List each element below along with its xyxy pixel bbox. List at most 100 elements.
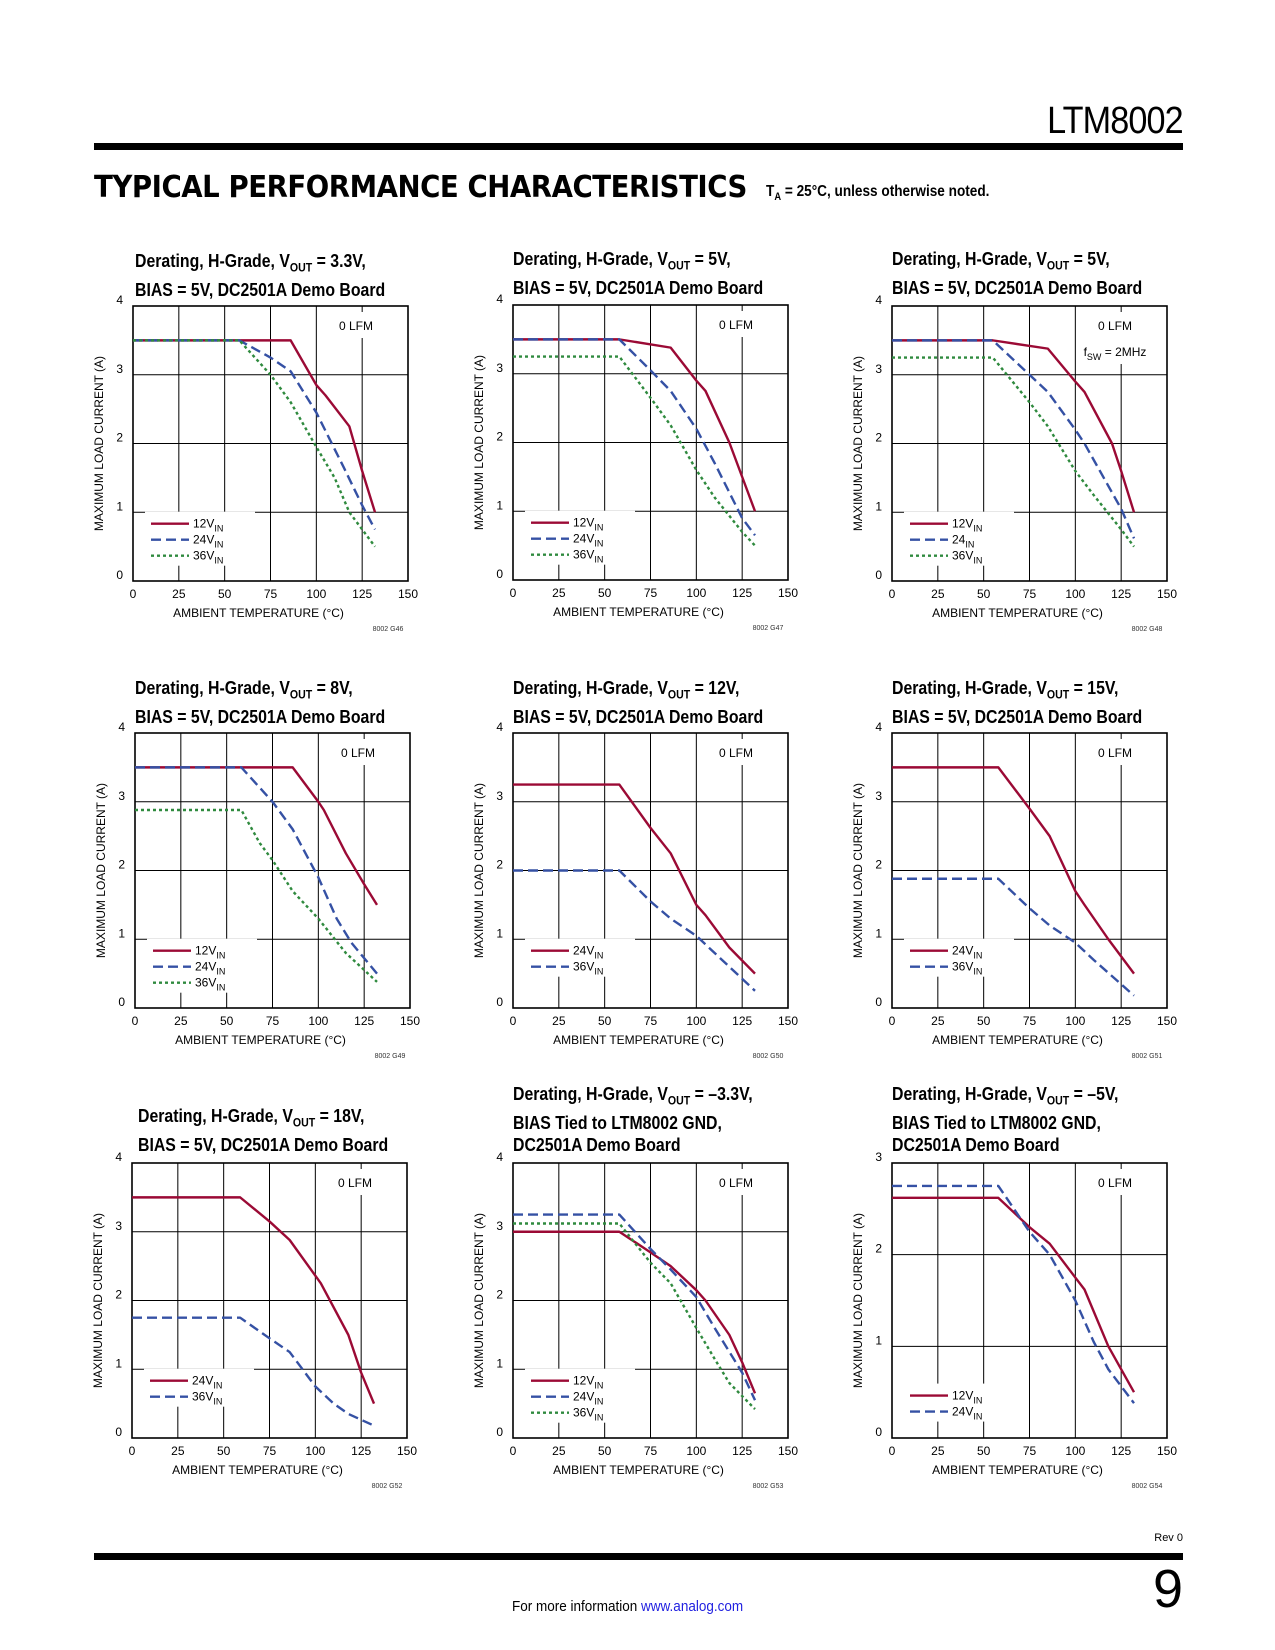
legend-label: 36VIN <box>193 549 223 566</box>
legend-sub: IN <box>973 556 982 566</box>
x-tick-label: 50 <box>977 1444 991 1458</box>
legend-background <box>904 938 1014 977</box>
legend-sub: IN <box>973 1396 982 1406</box>
y-tick-label: 0 <box>496 567 503 581</box>
y-axis-label: MAXIMUM LOAD CURRENT (A) <box>851 783 865 958</box>
x-tick-label: 125 <box>1111 1014 1131 1028</box>
title-sub: OUT <box>667 687 691 702</box>
legend-label: 36VIN <box>573 1406 603 1423</box>
legend-sub: IN <box>213 1381 222 1391</box>
y-tick-label: 3 <box>115 1219 122 1233</box>
x-axis-label: AMBIENT TEMPERATURE (°C) <box>553 1463 724 1477</box>
chart-annotation: 0 LFM <box>338 1176 372 1190</box>
legend-label: 12VIN <box>195 944 225 961</box>
y-tick-label: 4 <box>875 720 882 734</box>
chart-annotation: 0 LFM <box>1098 746 1132 760</box>
legend-name: 36V <box>952 549 973 563</box>
plot-frame <box>132 305 409 582</box>
x-tick-label: 50 <box>598 1444 612 1458</box>
y-axis-label: MAXIMUM LOAD CURRENT (A) <box>472 1213 486 1388</box>
y-tick-label: 1 <box>875 926 882 940</box>
x-axis-label: AMBIENT TEMPERATURE (°C) <box>173 606 344 620</box>
title-pre: Derating, H-Grade, V <box>892 249 1047 269</box>
analog-link[interactable]: www.analog.com <box>641 1598 744 1615</box>
annotation-background <box>698 739 782 765</box>
y-tick-label: 1 <box>115 1356 122 1370</box>
series-line-36v <box>513 869 756 992</box>
chart-annotation: fSW = 2MHz <box>1084 345 1147 362</box>
legend-label: 24VIN <box>952 944 982 961</box>
x-axis-label: AMBIENT TEMPERATURE (°C) <box>175 1033 346 1047</box>
x-tick-label: 150 <box>1157 1014 1177 1028</box>
series-line-24v <box>513 338 756 537</box>
plot-frame <box>512 732 789 1009</box>
legend-label: 36VIN <box>195 976 225 993</box>
annotation-background <box>1077 739 1161 765</box>
annotation-background <box>317 1169 401 1195</box>
x-tick-label: 100 <box>308 1014 328 1028</box>
annotation-background <box>1077 312 1161 364</box>
conditions-prefix: T <box>766 183 775 200</box>
section-title: TYPICAL PERFORMANCE CHARACTERISTICS <box>94 170 747 205</box>
y-tick-label: 1 <box>496 1356 503 1370</box>
chart-title: Derating, H-Grade, VOUT = 8V, BIAS = 5V, … <box>135 677 385 728</box>
chart-annotation: 0 LFM <box>1098 1176 1132 1190</box>
plot-frame <box>131 1162 408 1439</box>
x-axis-label: AMBIENT TEMPERATURE (°C) <box>553 605 724 619</box>
x-tick-label: 25 <box>552 586 566 600</box>
y-tick-label: 1 <box>496 926 503 940</box>
y-tick-label: 3 <box>118 789 125 803</box>
chart-title-line1: Derating, H-Grade, VOUT = 5V, <box>892 248 1142 277</box>
y-tick-label: 0 <box>875 995 882 1009</box>
title-sub: OUT <box>1046 258 1070 273</box>
legend-sub: IN <box>214 524 223 534</box>
part-number: LTM8002 <box>1047 100 1184 142</box>
series-line-36v <box>132 1316 375 1427</box>
x-tick-label: 100 <box>1065 1444 1085 1458</box>
legend-label: 36VIN <box>573 548 603 565</box>
x-tick-label: 50 <box>977 587 991 601</box>
title-sub: OUT <box>289 260 313 275</box>
series-line-12v <box>513 1230 757 1394</box>
top-rule <box>94 143 1183 150</box>
legend-background <box>525 1368 635 1423</box>
x-tick-label: 0 <box>129 1444 136 1458</box>
legend-name: 12V <box>952 517 973 531</box>
x-tick-label: 50 <box>598 586 612 600</box>
y-tick-label: 1 <box>116 499 123 513</box>
x-axis-label: AMBIENT TEMPERATURE (°C) <box>172 1463 343 1477</box>
annotation-background <box>320 739 404 765</box>
x-axis-label: AMBIENT TEMPERATURE (°C) <box>932 606 1103 620</box>
chart-annotation: 0 LFM <box>1098 319 1132 333</box>
legend-label: 24IN <box>952 533 974 550</box>
chart-annotation: 0 LFM <box>719 318 753 332</box>
chart-title: Derating, H-Grade, VOUT = 12V, BIAS = 5V,… <box>513 677 763 728</box>
legend-sub: IN <box>973 967 982 977</box>
y-axis-label: MAXIMUM LOAD CURRENT (A) <box>91 1213 105 1388</box>
legend-name: 12V <box>573 1374 594 1388</box>
series-line-36v <box>133 339 376 548</box>
legend-name: 24V <box>195 960 216 974</box>
chart-title-title-line2: BIAS Tied to LTM8002 GND, <box>892 1112 1101 1133</box>
legend-sub: IN <box>594 951 603 961</box>
y-tick-label: 2 <box>496 430 503 444</box>
y-tick-label: 4 <box>496 1150 503 1164</box>
legend-background <box>904 1383 1014 1422</box>
legend-name: 24 <box>952 533 966 547</box>
x-tick-label: 25 <box>172 587 186 601</box>
series-line-24v <box>513 783 756 975</box>
chart-title-title-line3: DC2501A Demo Board <box>892 1134 1060 1155</box>
title-pre: Derating, H-Grade, V <box>138 1106 293 1126</box>
title-pre: Derating, H-Grade, V <box>513 1084 668 1104</box>
title-post: = –5V, <box>1069 1084 1119 1104</box>
legend-sub: IN <box>594 1397 603 1407</box>
legend-background <box>525 938 635 977</box>
chart-title-title-line2: BIAS = 5V, DC2501A Demo Board <box>135 706 386 727</box>
chart-title-title-line3: DC2501A Demo Board <box>513 1134 681 1155</box>
x-tick-label: 0 <box>510 586 517 600</box>
annotation-background <box>698 1169 782 1195</box>
y-tick-label: 3 <box>496 789 503 803</box>
x-tick-label: 75 <box>644 1444 658 1458</box>
y-tick-label: 3 <box>116 362 123 376</box>
figure-id: 8002 G53 <box>753 1483 784 1490</box>
